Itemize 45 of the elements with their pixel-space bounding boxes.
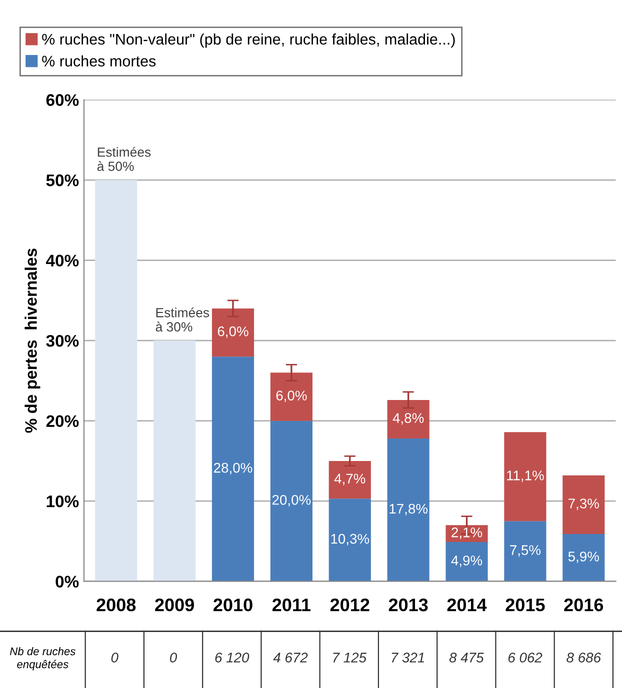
y-tick-label: 50% (46, 174, 79, 186)
x-tick-label: 2013 (388, 598, 428, 612)
y-axis-title: % de pertes hivernales (24, 248, 40, 433)
text: 6 062 (508, 652, 542, 662)
x-tick-label: 2010 (214, 598, 252, 612)
text: 4 672 (273, 652, 308, 662)
data-label: 10,3% (331, 534, 370, 546)
data-label: 6,0% (218, 326, 248, 338)
text: 7 321 (392, 652, 424, 662)
data-label: 4,7% (334, 474, 366, 486)
data-label: 6,0% (276, 390, 307, 402)
y-tick-label: 20% (46, 415, 79, 428)
text: 8 475 (449, 652, 484, 662)
x-tick-label: 2012 (330, 598, 370, 612)
y-tick-label: 0% (56, 576, 79, 588)
data-label: 7,5% (510, 545, 541, 557)
text: 0 (111, 652, 118, 662)
text: 0 (170, 652, 178, 662)
data-label: 4,9% (451, 556, 482, 568)
x-tick-label: 2011 (272, 598, 311, 612)
x-tick-label: 2009 (155, 598, 194, 612)
legend-label: % ruches mortes (42, 55, 156, 67)
x-tick-label: 2015 (506, 598, 545, 612)
data-label: 4,8% (392, 413, 424, 425)
data-label: 2,1% (452, 527, 482, 539)
y-tick-label: 30% (46, 334, 79, 347)
data-label: 5,9% (568, 552, 599, 564)
text: 7 125 (333, 652, 367, 662)
legend-label: % ruches "Non-valeur" (pb de reine, ruche faibles, maladie...) (42, 33, 455, 48)
data-label: 17,8% (390, 504, 428, 516)
x-tick-label: 2008 (96, 598, 136, 612)
y-tick-label: 40% (46, 254, 79, 266)
data-label: 20,0% (272, 494, 311, 506)
x-tick-label: 2016 (564, 598, 604, 612)
text: 6 120 (215, 652, 250, 662)
x-tick-label: 2014 (447, 598, 487, 612)
annotation: Estimées à 50% (97, 146, 151, 171)
data-label: 11,1% (507, 470, 544, 482)
text: Nb de ruches enquêtées (10, 647, 76, 670)
data-label: 7,3% (568, 498, 599, 510)
text: 8 686 (566, 652, 602, 662)
data-label: 28,0% (214, 462, 252, 474)
y-tick-label: 60% (46, 94, 79, 106)
y-tick-label: 10% (46, 495, 79, 508)
annotation: Estimées à 30% (156, 307, 210, 332)
